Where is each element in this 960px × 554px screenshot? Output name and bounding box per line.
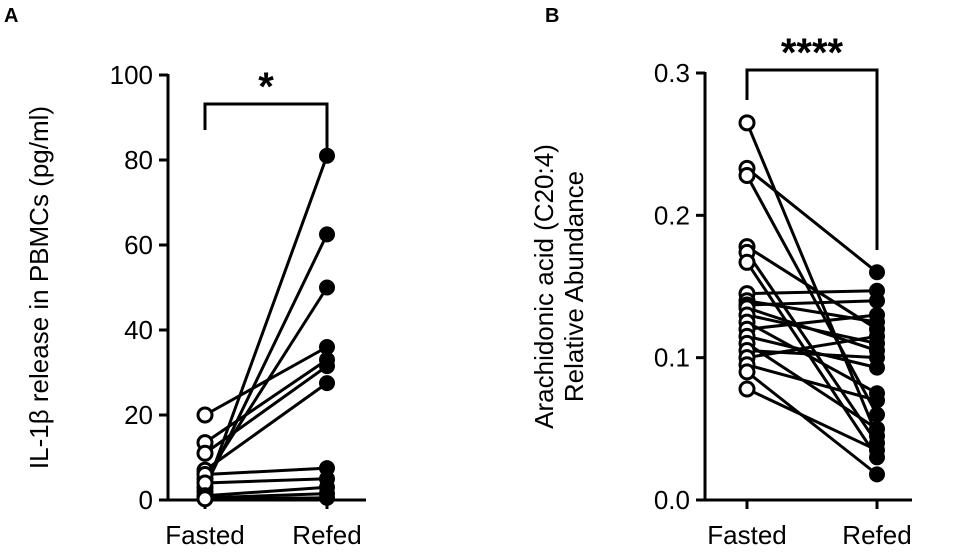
paired-line: [746, 342, 878, 431]
point-refed: [319, 147, 335, 164]
point-refed: [319, 375, 335, 392]
significance-label: ****: [781, 31, 844, 75]
y-tick-label: 80: [124, 145, 153, 175]
paired-line: [746, 363, 878, 402]
panel-b: 0.0 0.1 0.2 0.3 Fasted Refed Arachidonic acid …: [529, 31, 912, 550]
paired-line: [746, 245, 878, 331]
point-refed: [869, 466, 885, 483]
y-axis-label-line2: Relative Abundance: [559, 171, 589, 402]
paired-line: [204, 364, 328, 455]
panel-a: 0 20 40 60 80 100 Fasted Refed IL-1β release in …: [24, 60, 366, 550]
paired-line: [203, 155, 329, 493]
y-tick-label: 60: [124, 230, 153, 260]
point-fasted: [738, 363, 756, 381]
significance-bracket: [203, 102, 329, 150]
paired-line: [203, 286, 329, 480]
paired-line: [746, 299, 878, 307]
point-refed: [869, 306, 885, 323]
paired-line: [204, 496, 328, 501]
x-tick-label: Fasted: [707, 520, 787, 550]
paired-line: [204, 381, 328, 472]
point-refed: [319, 489, 335, 506]
point-refed: [869, 349, 885, 366]
paired-line: [746, 334, 878, 360]
paired-line: [746, 387, 878, 452]
paired-line: [204, 477, 328, 485]
paired-line: [745, 174, 879, 416]
point-refed: [319, 279, 335, 296]
panel-label-a: A: [4, 5, 18, 27]
point-fasted: [738, 380, 756, 398]
y-tick-label: 40: [124, 315, 153, 345]
point-refed: [319, 339, 335, 355]
point-refed: [869, 392, 885, 409]
point-refed: [869, 406, 885, 423]
point-fasted: [196, 406, 214, 424]
point-fasted: [738, 253, 756, 271]
point-fasted: [738, 166, 756, 184]
y-tick-label: 0.2: [654, 200, 690, 230]
y-tick-label: 0: [139, 485, 153, 515]
point-refed: [869, 292, 885, 309]
y-axis-label: Arachidonic acid (C20:4): [529, 144, 559, 429]
paired-line: [746, 370, 878, 476]
paired-line: [746, 349, 878, 360]
point-fasted: [196, 444, 214, 462]
paired-line: [746, 320, 878, 395]
y-tick-label: 0.0: [654, 485, 690, 515]
paired-line: [746, 313, 878, 331]
y-axis-label: IL-1β release in PBMCs (pg/ml): [24, 106, 54, 469]
significance-label: *: [258, 65, 274, 109]
point-refed: [869, 420, 885, 437]
y-tick-label: 0.1: [654, 343, 690, 373]
point-refed: [869, 264, 885, 281]
paired-line: [746, 334, 878, 370]
paired-line: [204, 485, 328, 498]
paired-line: [204, 358, 328, 444]
panel-label-b: B: [545, 5, 559, 27]
y-tick-label: 100: [110, 60, 153, 90]
paired-line: [746, 167, 878, 274]
point-fasted: [738, 114, 756, 132]
point-refed: [319, 226, 335, 243]
paired-line: [745, 261, 879, 459]
x-tick-label: Refed: [292, 520, 361, 550]
x-tick-label: Refed: [842, 520, 911, 550]
point-refed: [869, 328, 885, 345]
point-refed: [869, 442, 885, 459]
x-tick-label: Fasted: [165, 520, 245, 550]
point-refed: [319, 358, 335, 375]
significance-bracket: [745, 68, 879, 250]
y-tick-label: 20: [124, 400, 153, 430]
paired-line: [746, 289, 878, 296]
paired-line: [204, 466, 328, 476]
paired-line: [204, 345, 328, 417]
y-tick-label: 0.3: [654, 58, 690, 88]
paired-line: [745, 122, 879, 437]
point-fasted: [196, 490, 214, 508]
